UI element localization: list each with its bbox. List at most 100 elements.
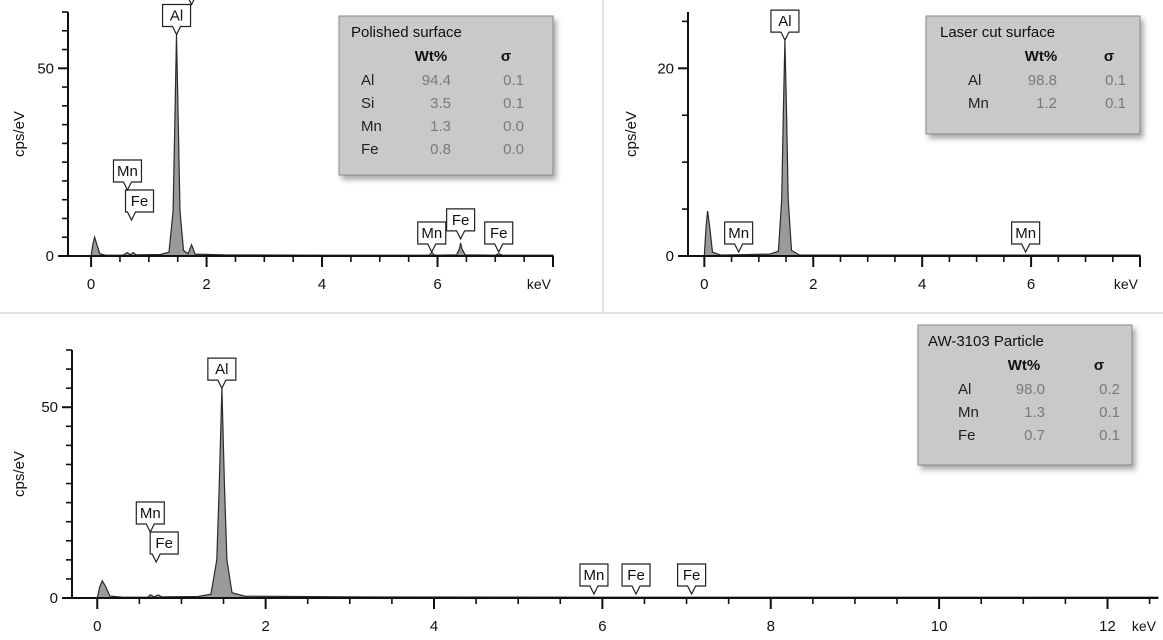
peak-label-mn: Mn bbox=[1011, 221, 1041, 254]
composition-table-wt: 0.8 bbox=[430, 141, 451, 158]
x-tick-label: 4 bbox=[430, 618, 438, 635]
peak-label-al: Al bbox=[207, 357, 237, 390]
composition-table-title: Laser cut surface bbox=[940, 24, 1055, 41]
x-tick-label: 2 bbox=[202, 276, 210, 293]
peak-label-text: Mn bbox=[728, 225, 749, 242]
peak-label-box bbox=[417, 221, 447, 254]
x-tick-label: 10 bbox=[931, 618, 948, 635]
peak-label-box bbox=[124, 189, 155, 222]
peak-label-text: Fe bbox=[683, 567, 701, 584]
peak-label-al: Al bbox=[770, 9, 800, 42]
peak-label-box bbox=[579, 563, 609, 596]
y-axis-title: cps/eV bbox=[11, 111, 28, 157]
composition-table-header: Wt% bbox=[1008, 357, 1041, 374]
y-tick-label: 50 bbox=[37, 60, 54, 77]
peak-label-mn: Mn bbox=[724, 221, 754, 254]
y-axis-title: cps/eV bbox=[623, 111, 640, 157]
y-tick-label: 0 bbox=[666, 248, 674, 265]
peak-label-mn: Mn bbox=[417, 221, 447, 254]
peak-label-text: Fe bbox=[155, 535, 173, 552]
peak-label-text: Mn bbox=[1015, 225, 1036, 242]
peak-label-si: Si bbox=[188, 0, 195, 6]
peak-label-fe: Fe bbox=[484, 221, 514, 254]
x-tick-label: 2 bbox=[261, 618, 269, 635]
peak-label-al: Al bbox=[161, 3, 192, 36]
composition-table-sigma: 0.1 bbox=[1099, 404, 1120, 421]
peak-label-fe: Fe bbox=[621, 563, 651, 596]
x-axis-unit: keV bbox=[527, 276, 552, 292]
composition-table-header: Wt% bbox=[415, 48, 448, 65]
composition-table-wt: 0.7 bbox=[1024, 427, 1045, 444]
peak-label-text: Mn bbox=[584, 567, 605, 584]
x-tick-label: 0 bbox=[87, 276, 95, 293]
composition-table-sigma: 0.1 bbox=[1105, 72, 1126, 89]
peak-label-text: Fe bbox=[627, 567, 645, 584]
x-tick-label: 0 bbox=[700, 276, 708, 293]
x-axis-unit: keV bbox=[1132, 618, 1157, 634]
peak-label-box bbox=[1011, 221, 1041, 254]
peak-label-text: Al bbox=[170, 8, 183, 25]
composition-table-sigma: 0.1 bbox=[503, 72, 524, 89]
peak-label-mn: Mn bbox=[579, 563, 609, 596]
composition-table: Laser cut surface Wt% σ Al 98.8 0.1 Mn 1.2 0.1 bbox=[925, 15, 1141, 135]
composition-table-sigma: 0.0 bbox=[503, 118, 524, 135]
x-tick-label: 0 bbox=[93, 618, 101, 635]
composition-table-element: Al bbox=[958, 381, 971, 398]
peak-label-mn: Mn bbox=[112, 159, 143, 192]
peak-label-text: Fe bbox=[131, 193, 149, 210]
composition-table-element: Fe bbox=[361, 141, 379, 158]
y-tick-label: 20 bbox=[657, 60, 674, 77]
composition-table-wt: 1.2 bbox=[1036, 95, 1057, 112]
chart-panel-top-left: 0 2 4 6 keV 0 50 cps/eV Al Fe Mn Si Mn Fe Fe bbox=[11, 0, 554, 293]
peak-label-text: Fe bbox=[490, 225, 508, 242]
y-tick-label: 0 bbox=[50, 590, 58, 607]
peak-label-text: Mn bbox=[421, 225, 442, 242]
composition-table-wt: 94.4 bbox=[422, 72, 451, 89]
peak-label-fe: Fe bbox=[446, 208, 476, 241]
y-tick-label: 50 bbox=[41, 399, 58, 416]
peak-label-box bbox=[161, 3, 192, 36]
peak-label-box bbox=[207, 357, 237, 390]
composition-table-sigma: 0.1 bbox=[1099, 427, 1120, 444]
chart-panel-top-right: 0 2 4 6 keV 0 20 cps/eV Al Mn Mn bbox=[623, 9, 1141, 293]
chart-panel-bottom: 0 2 4 6 8 10 12 keV 0 50 cps/eV Al Fe Mn Mn Fe Fe bbox=[11, 349, 1159, 635]
peak-label-box bbox=[724, 221, 754, 254]
peak-label-box bbox=[149, 531, 179, 564]
composition-table-box bbox=[925, 15, 1141, 135]
composition-table-header: σ bbox=[1094, 357, 1104, 374]
composition-table-wt: 1.3 bbox=[1024, 404, 1045, 421]
composition-table-wt: 98.0 bbox=[1016, 381, 1045, 398]
x-tick-label: 4 bbox=[318, 276, 326, 293]
x-tick-label: 12 bbox=[1099, 618, 1116, 635]
composition-table-wt: 3.5 bbox=[430, 95, 451, 112]
peak-label-box bbox=[621, 563, 651, 596]
composition-table-title: Polished surface bbox=[351, 24, 462, 41]
composition-table-header: Wt% bbox=[1025, 48, 1058, 65]
composition-table-sigma: 0.0 bbox=[503, 141, 524, 158]
peak-label-mn: Mn bbox=[135, 501, 165, 534]
peak-label-box bbox=[484, 221, 514, 254]
peak-label-fe: Fe bbox=[149, 531, 179, 564]
peak-label-box bbox=[135, 501, 165, 534]
x-tick-label: 6 bbox=[1027, 276, 1035, 293]
composition-table-box bbox=[338, 15, 554, 176]
peak-label-text: Mn bbox=[140, 505, 161, 522]
composition-table-box bbox=[917, 324, 1133, 466]
composition-table: Polished surface Wt% σ Al 94.4 0.1 Si 3.5 0.1 Mn 1… bbox=[338, 15, 554, 176]
y-axis-title: cps/eV bbox=[11, 451, 28, 497]
composition-table-element: Si bbox=[361, 95, 374, 112]
composition-table: AW-3103 Particle Wt% σ Al 98.0 0.2 Mn 1.3 0.1 Fe 0… bbox=[917, 324, 1133, 466]
y-tick-label: 0 bbox=[46, 248, 54, 265]
composition-table-header: σ bbox=[501, 48, 511, 65]
peak-label-box bbox=[677, 563, 707, 596]
spectrum-series bbox=[76, 388, 1159, 599]
composition-table-element: Al bbox=[361, 72, 374, 89]
peak-label-text: Al bbox=[215, 361, 228, 378]
peak-label-text: Mn bbox=[117, 163, 138, 180]
peak-label-fe: Fe bbox=[124, 189, 155, 222]
composition-table-sigma: 0.1 bbox=[1105, 95, 1126, 112]
composition-table-header: σ bbox=[1104, 48, 1114, 65]
x-tick-label: 6 bbox=[433, 276, 441, 293]
composition-table-element: Mn bbox=[361, 118, 382, 135]
